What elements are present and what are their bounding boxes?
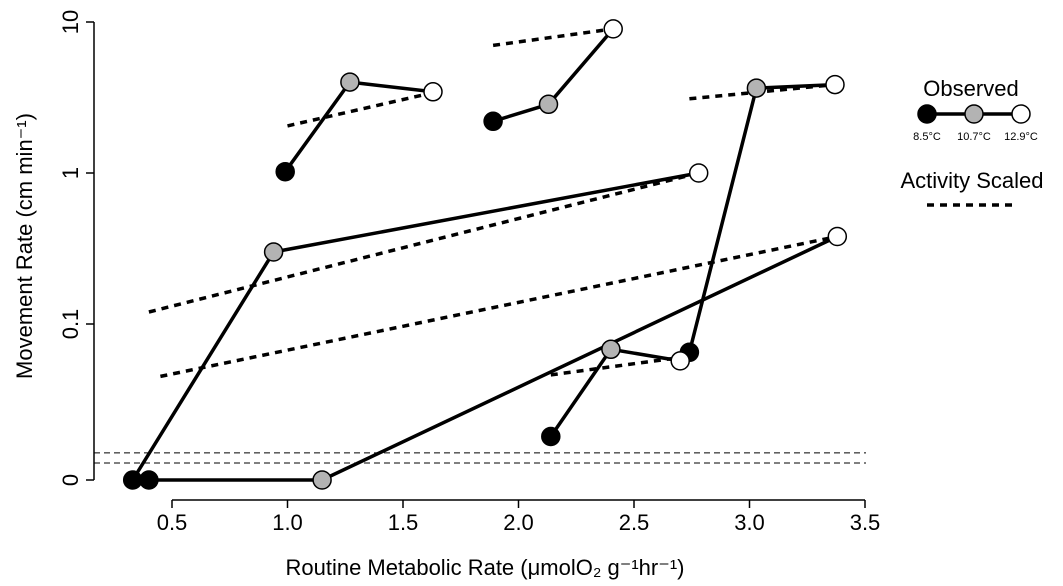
- observed-point: [312, 470, 332, 490]
- x-tick-label: 2.5: [619, 510, 650, 535]
- observed-point: [601, 339, 621, 360]
- legend: Observed 8.5°C 10.7°C 12.9°C Activity Scaled: [900, 76, 1044, 207]
- observed-point: [423, 82, 443, 102]
- observed-line: [687, 82, 836, 353]
- x-tick-label: 2.0: [503, 510, 534, 535]
- y-tick-label: 1: [58, 167, 83, 179]
- y-tick-label: 0: [58, 474, 83, 486]
- axes: 0.5 1.0 1.5 2.0 2.5 3.0 3.5 0 0.1 1 10: [58, 10, 880, 535]
- observed-point: [603, 19, 623, 39]
- activity-scaled-line: [550, 355, 681, 377]
- observed-line: [283, 80, 434, 173]
- observed-point: [340, 72, 360, 92]
- legend-temperature-label: 12.9°C: [1004, 131, 1038, 143]
- reference-lines: [94, 452, 866, 464]
- x-axis-title: Routine Metabolic Rate (μmolO₂ g⁻¹hr⁻¹): [285, 555, 684, 580]
- observed-point: [139, 470, 159, 490]
- observed-point: [670, 351, 690, 371]
- legend-observed-marker: [964, 104, 984, 124]
- activity-scaled-line: [160, 234, 838, 379]
- legend-observed-marker: [1011, 104, 1031, 124]
- observed-point: [122, 470, 143, 490]
- x-tick-label: 1.5: [388, 510, 419, 535]
- activity-scaled-line: [287, 90, 434, 128]
- observed-point: [538, 94, 559, 115]
- observed-series: [122, 19, 848, 490]
- observed-point: [275, 161, 295, 182]
- legend-scaled-title: Activity Scaled: [900, 168, 1043, 193]
- legend-observed-title: Observed: [923, 76, 1018, 101]
- observed-point: [541, 426, 561, 447]
- observed-point: [688, 163, 709, 183]
- legend-temperature-label: 10.7°C: [957, 131, 991, 143]
- activity-scaled-series: [148, 27, 838, 379]
- observed-point: [825, 74, 845, 95]
- y-tick-label: 10: [58, 10, 83, 34]
- observed-point: [483, 111, 503, 132]
- observed-point: [263, 242, 284, 262]
- y-axis-title: Movement Rate (cm min⁻¹): [12, 113, 37, 379]
- x-tick-label: 3.0: [734, 510, 765, 535]
- x-tick-label: 3.5: [850, 510, 881, 535]
- y-tick-label: 0.1: [58, 309, 83, 340]
- activity-scaled-line: [148, 171, 700, 314]
- x-tick-label: 0.5: [157, 510, 188, 535]
- x-tick-label: 1.0: [272, 510, 303, 535]
- legend-observed-marker: [917, 104, 937, 124]
- legend-temperature-label: 8.5°C: [913, 131, 941, 143]
- observed-point: [746, 78, 767, 98]
- activity-scaled-line: [492, 27, 614, 48]
- observed-point: [827, 226, 848, 247]
